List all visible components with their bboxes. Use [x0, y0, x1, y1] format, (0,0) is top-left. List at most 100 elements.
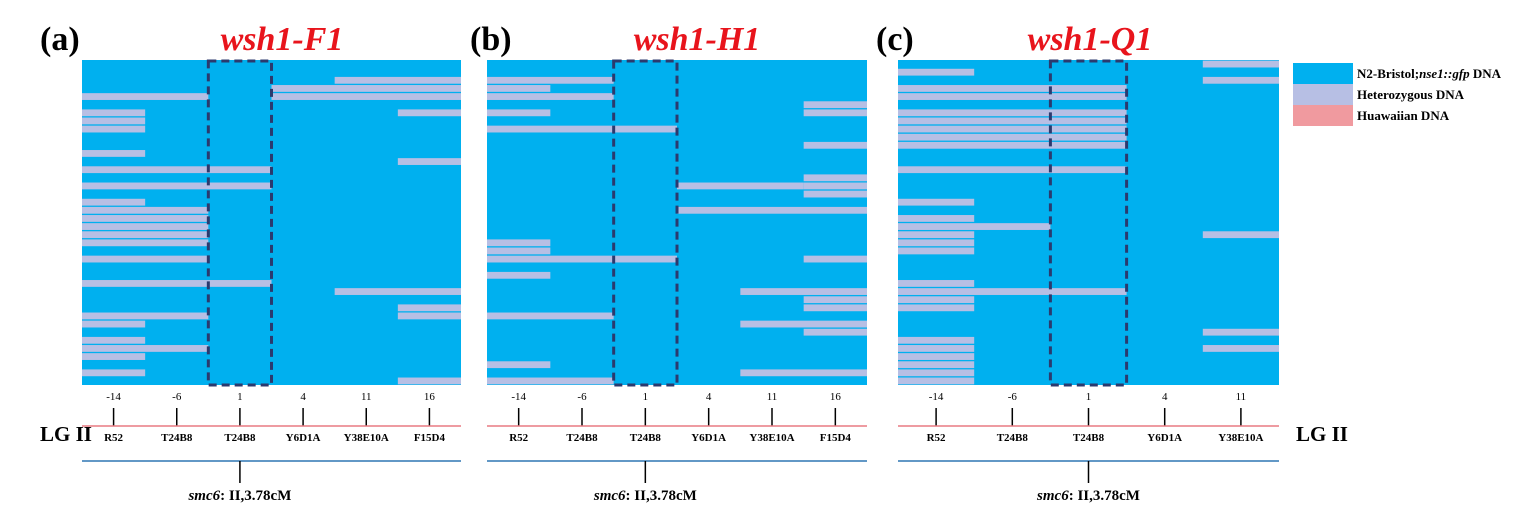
het-segment [487, 85, 551, 92]
het-segment [898, 93, 1127, 100]
het-segment [898, 239, 975, 247]
het-segment [271, 85, 461, 92]
het-segment [803, 255, 867, 263]
het-segment [334, 76, 461, 84]
het-segment [82, 320, 146, 328]
het-segment [397, 377, 461, 385]
het-segment [898, 336, 975, 344]
marker-label: Y38E10A [344, 432, 389, 444]
legend-label-n2: N2-Bristol;nse1::gfp DNA [1357, 66, 1502, 81]
het-segment [677, 182, 804, 190]
marker-label: T24B8 [224, 432, 256, 444]
het-segment [898, 304, 975, 312]
panels-layer: (a) wsh1-F1-14R52-6T24B81T24B84Y6D1A11Y38… [40, 21, 1348, 504]
marker-label: T24B8 [566, 432, 598, 444]
tick-position: 4 [300, 391, 306, 403]
het-segment [740, 320, 867, 328]
gene-annotation: smc6: II,3.78cM [1036, 488, 1140, 504]
het-segment [271, 93, 461, 100]
tick-position: -6 [172, 391, 182, 403]
het-segment [82, 182, 272, 190]
panel-label: (b) [470, 21, 512, 58]
het-segment [487, 255, 677, 263]
het-segment [740, 288, 867, 295]
gene-location: : II,3.78cM [220, 488, 291, 504]
legend-label-hawaiian: Huawaiian DNA [1357, 108, 1450, 123]
het-segment [1202, 231, 1279, 239]
gene-name: smc6 [187, 488, 220, 504]
gene-name: smc6 [1036, 488, 1069, 504]
het-segment [898, 109, 1127, 117]
het-segment [803, 174, 867, 182]
het-segment [898, 288, 1127, 295]
panel-1: (a) wsh1-F1 -14 R52 -6 T24B8 1 T24B8 4 Y6D1A 11 Y38… [40, 21, 461, 504]
tick-position: -14 [511, 391, 526, 403]
tick-position: 1 [643, 391, 649, 403]
highlight-box [206, 59, 273, 387]
marker-label: Y38E10A [749, 432, 794, 444]
marker-label: T24B8 [1073, 432, 1105, 444]
tick-position: 4 [1162, 391, 1168, 403]
het-segment [82, 345, 209, 352]
tick-position: 1 [237, 391, 243, 403]
het-segment [898, 68, 975, 76]
het-segment [803, 190, 867, 198]
panel-title: wsh1-H1 [634, 21, 761, 58]
het-segment [334, 288, 461, 295]
tick-position: -6 [1008, 391, 1018, 403]
het-segment [1202, 328, 1279, 336]
het-segment [82, 223, 209, 230]
het-segment [898, 117, 1127, 125]
marker-label: Y38E10A [1218, 432, 1263, 444]
het-segment [898, 361, 975, 369]
tick-position: 11 [767, 391, 778, 403]
tick-position: 16 [830, 391, 842, 403]
het-segment [803, 328, 867, 336]
het-segment [898, 166, 1127, 174]
het-segment [82, 125, 146, 133]
het-segment [82, 369, 146, 377]
tick-position: -6 [577, 391, 587, 403]
legend-label-suffix: DNA [1470, 66, 1502, 81]
heatmap-background [898, 60, 1279, 385]
het-segment [487, 247, 551, 255]
gene-location: : II,3.78cM [626, 488, 697, 504]
het-segment [898, 345, 975, 352]
het-segment [898, 125, 1127, 133]
het-segment [898, 247, 975, 255]
het-segment [82, 239, 209, 247]
legend-swatch-n2 [1293, 63, 1353, 84]
highlight-box [612, 59, 679, 387]
legend-swatch-hawaiian [1293, 105, 1353, 126]
tick-position: 11 [361, 391, 372, 403]
het-segment [898, 280, 975, 287]
lg-label-right: LG II [1296, 422, 1348, 446]
gene-name: smc6 [593, 488, 626, 504]
gene-annotation: smc6: II,3.78cM [187, 488, 291, 504]
panel-title: wsh1-F1 [221, 21, 344, 58]
het-segment [803, 101, 867, 109]
het-segment [82, 93, 209, 100]
het-segment [898, 353, 975, 360]
marker-label: T24B8 [997, 432, 1029, 444]
het-segment [898, 133, 1127, 141]
marker-label: T24B8 [161, 432, 193, 444]
marker-label: T24B8 [630, 432, 662, 444]
het-segment [82, 231, 209, 239]
het-segment [1202, 76, 1279, 84]
het-segment [397, 304, 461, 312]
het-segment [487, 125, 677, 133]
het-segment [898, 231, 975, 239]
het-segment [898, 223, 1051, 230]
marker-label: Y6D1A [286, 432, 321, 444]
het-segment [1202, 345, 1279, 352]
lg-label-left: LG II [40, 422, 92, 446]
marker-label: Y6D1A [1147, 432, 1182, 444]
het-segment [487, 109, 551, 117]
legend-swatch-het [1293, 84, 1353, 105]
het-segment [898, 377, 975, 385]
het-segment [677, 206, 867, 214]
panel-3: (c) wsh1-Q1 -14 R52 -6 T24B8 1 T24B8 4 Y6D1A 11 Y38… [876, 21, 1279, 504]
het-segment [803, 141, 867, 149]
het-segment [82, 150, 146, 157]
